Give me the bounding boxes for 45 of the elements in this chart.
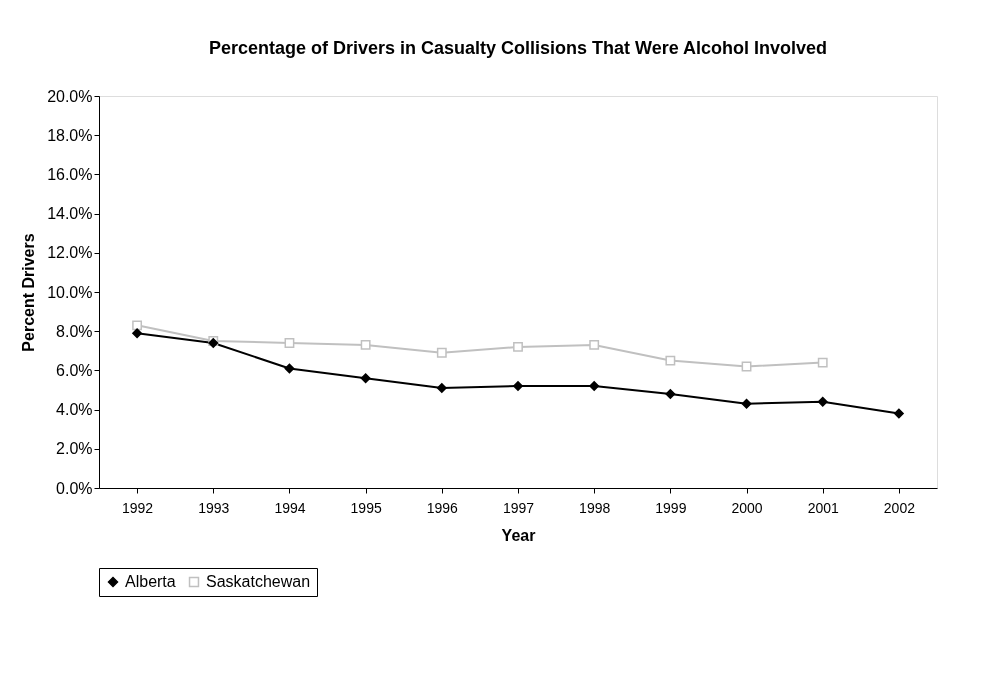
chart-title: Percentage of Drivers in Casualty Collisions That Were Alcohol Involved [208,38,828,58]
point [741,398,752,409]
x-tick-label: 2000 [731,499,763,516]
x-tick-label: 1999 [655,499,687,516]
point [893,408,904,419]
legend-label: Alberta [125,573,176,590]
point [132,328,143,339]
point [589,339,600,350]
x-tick-label: 1993 [198,499,230,516]
point [817,396,828,407]
point [817,357,828,368]
x-axis-title: Year [501,526,536,544]
point [284,363,295,374]
y-tick-label: 0.0% [56,479,93,497]
x-tick-label: 1992 [122,499,154,516]
y-tick-label: 8.0% [56,322,93,340]
point [665,388,676,399]
legend-label: Saskatchewan [206,573,311,590]
point [513,341,523,352]
x-tick-label: 2002 [883,499,916,516]
point [589,381,600,392]
y-tick-label: 18.0% [47,126,93,144]
y-tick-label: 6.0% [56,361,93,379]
y-tick-label: 12.0% [47,244,93,262]
y-tick-label: 2.0% [56,440,93,458]
y-tick-label: 4.0% [56,401,93,419]
x-tick-label: 2001 [807,499,840,516]
point [360,373,371,384]
point [513,381,523,392]
point [436,383,447,393]
point [436,347,447,358]
point [132,320,143,331]
x-tick-label: 1998 [579,499,611,516]
y-axis-title: Percent Drivers [20,233,38,352]
x-tick-label: 1996 [426,499,459,516]
y-tick-label: 10.0% [47,283,93,301]
y-tick-label: 20.0% [47,87,93,105]
y-tick-label: 16.0% [47,165,93,183]
x-tick-label: 1994 [274,499,306,516]
x-tick-label: 1995 [350,499,382,516]
point [284,338,295,348]
y-tick-label: 14.0% [47,205,93,223]
point [665,355,676,366]
x-tick-label: 1997 [502,499,535,516]
point [360,339,371,350]
